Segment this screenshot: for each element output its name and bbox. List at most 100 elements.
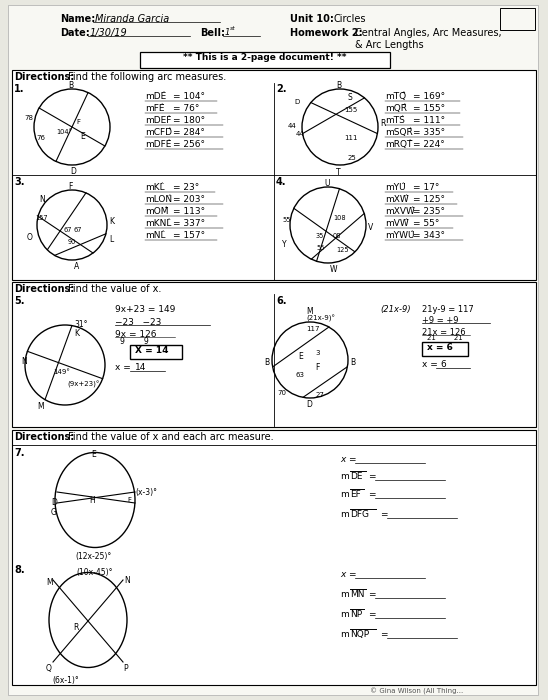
Text: O: O (27, 233, 33, 242)
Text: T: T (336, 168, 341, 177)
Text: mKNL̂: mKNL̂ (145, 219, 172, 228)
Text: mTQ̂: mTQ̂ (385, 92, 406, 101)
Text: ** This is a 2-page document! **: ** This is a 2-page document! ** (183, 53, 347, 62)
Text: st: st (230, 26, 236, 31)
Text: Directions:: Directions: (14, 72, 74, 82)
Text: 21x = 126: 21x = 126 (422, 328, 466, 337)
Text: mFÊ: mFÊ (145, 104, 164, 113)
Text: 3: 3 (315, 350, 319, 356)
Text: 1.: 1. (14, 84, 25, 94)
Text: E: E (298, 352, 302, 361)
Text: = 104°: = 104° (173, 92, 205, 101)
Text: mCFD̂: mCFD̂ (145, 128, 172, 137)
Text: =: = (380, 510, 387, 519)
Text: mLON̂: mLON̂ (145, 195, 172, 204)
Text: m: m (340, 590, 349, 599)
Text: = 155°: = 155° (413, 104, 445, 113)
Text: = 256°: = 256° (173, 140, 205, 149)
Text: = 337°: = 337° (173, 219, 205, 228)
Text: 90: 90 (68, 239, 76, 245)
Text: Circles: Circles (333, 14, 366, 24)
Text: 155: 155 (344, 107, 357, 113)
Text: = 180°: = 180° (173, 116, 205, 125)
Text: Y: Y (282, 240, 287, 249)
Text: m: m (340, 472, 349, 481)
Text: F: F (315, 363, 319, 372)
Text: 108: 108 (333, 215, 346, 221)
Text: EF: EF (350, 490, 361, 499)
Text: Unit 10:: Unit 10: (290, 14, 334, 24)
Text: 9x = 126: 9x = 126 (115, 330, 157, 339)
Text: 2.: 2. (276, 84, 287, 94)
Text: Central Angles, Arc Measures,: Central Angles, Arc Measures, (355, 28, 501, 38)
Bar (12, 430, 536, 685)
Text: = 55°: = 55° (413, 219, 439, 228)
Bar (130, 345, 182, 359)
Text: −23   −23: −23 −23 (115, 318, 161, 327)
Text: mDEF̂: mDEF̂ (145, 116, 172, 125)
Text: mYÛ: mYÛ (385, 183, 406, 192)
Bar (12, 70, 536, 280)
Text: R: R (73, 623, 78, 632)
Text: (12x-25)°: (12x-25)° (75, 552, 111, 561)
Text: Miranda Garcia: Miranda Garcia (95, 14, 169, 24)
Text: & Arc Lengths: & Arc Lengths (355, 40, 424, 50)
Text: = 76°: = 76° (173, 104, 199, 113)
Text: 44: 44 (288, 123, 297, 129)
Text: x = 6: x = 6 (427, 343, 453, 352)
Text: B: B (264, 358, 269, 367)
Text: 55: 55 (282, 217, 290, 223)
Text: m: m (340, 610, 349, 619)
Text: 14: 14 (135, 363, 146, 372)
Text: M: M (306, 307, 312, 316)
Text: =: = (368, 590, 375, 599)
Text: +9 = +9: +9 = +9 (422, 316, 459, 325)
Text: Q: Q (46, 664, 52, 673)
Text: 67: 67 (74, 227, 83, 233)
Text: mXŴ: mXŴ (385, 195, 409, 204)
Bar (140, 52, 390, 68)
Text: =: = (368, 610, 375, 619)
Text: mTŜ: mTŜ (385, 116, 405, 125)
Text: mSQR̂: mSQR̂ (385, 128, 413, 137)
Text: mRQT̂: mRQT̂ (385, 140, 413, 149)
Text: 125: 125 (336, 247, 349, 253)
Text: = 235°: = 235° (413, 207, 445, 216)
Text: Date:: Date: (60, 28, 90, 38)
Text: S: S (348, 93, 353, 102)
Text: mVŴ: mVŴ (385, 219, 409, 228)
Text: = 111°: = 111° (413, 116, 445, 125)
Text: (21x-9): (21x-9) (380, 305, 410, 314)
Text: G: G (51, 508, 57, 517)
Text: (21x-9)°: (21x-9)° (306, 315, 335, 322)
Text: = 343°: = 343° (413, 231, 445, 240)
Text: = 157°: = 157° (173, 231, 205, 240)
Text: 55: 55 (316, 245, 324, 251)
Text: Bell:: Bell: (200, 28, 225, 38)
Text: B: B (350, 358, 355, 367)
Text: X = 14: X = 14 (135, 346, 168, 355)
Text: (6x-1)°: (6x-1)° (52, 676, 79, 685)
Text: =: = (380, 630, 387, 639)
Text: 149°: 149° (53, 369, 70, 375)
Text: NP: NP (350, 610, 362, 619)
Text: 1: 1 (225, 28, 230, 37)
Text: 157: 157 (35, 215, 48, 221)
Text: x: x (340, 570, 345, 579)
Text: =: = (368, 472, 375, 481)
Text: m: m (340, 510, 349, 519)
Text: DFG: DFG (350, 510, 369, 519)
Text: 3.: 3. (14, 177, 25, 187)
Text: mKL̂: mKL̂ (145, 183, 164, 192)
Text: = 17°: = 17° (413, 183, 439, 192)
Text: 111: 111 (344, 135, 357, 141)
Text: =: = (368, 490, 375, 499)
Text: (10x-45)°: (10x-45)° (76, 568, 112, 577)
FancyBboxPatch shape (8, 5, 538, 695)
Text: P: P (123, 664, 128, 673)
Text: Find the value of x.: Find the value of x. (68, 284, 161, 294)
Text: H: H (89, 496, 95, 505)
Text: D: D (51, 498, 57, 507)
Text: 31°: 31° (74, 320, 88, 328)
Text: m: m (340, 630, 349, 639)
